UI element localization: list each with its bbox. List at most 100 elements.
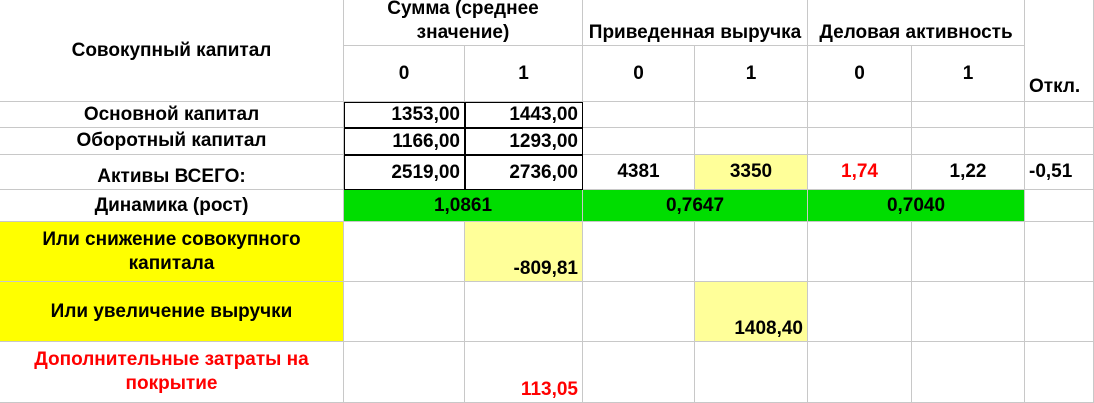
growth-cell-text: 0,7647 — [665, 194, 725, 216]
value-cell: 3350 — [695, 155, 808, 190]
sub-header: 0 — [583, 46, 695, 102]
value-cell-text: 1353,00 — [391, 104, 460, 125]
value-cell: 113,05 — [465, 342, 583, 403]
row-label-text: Дополнительные затраты на покрытие — [34, 349, 309, 394]
growth-cell-text: 0,7040 — [886, 194, 946, 216]
value-cell-text: -0,51 — [1029, 161, 1073, 182]
empty-cell — [583, 102, 695, 128]
empty-cell — [808, 222, 912, 282]
sub-header: 1 — [912, 46, 1025, 102]
group-header: Деловая активность — [808, 0, 1025, 46]
empty-cell — [583, 222, 695, 282]
group-header-text: Деловая активность — [819, 22, 1013, 43]
value-cell-text: 1,22 — [949, 161, 987, 182]
empty-cell — [583, 342, 695, 403]
value-cell: 1408,40 — [695, 282, 808, 342]
value-cell-text: 4381 — [617, 161, 660, 182]
growth-cell: 0,7040 — [808, 190, 1025, 222]
sub-header-text: 0 — [633, 62, 644, 84]
value-cell: 1,74 — [808, 155, 912, 190]
extra-header-text: Откл. — [1029, 76, 1081, 97]
empty-cell — [912, 102, 1025, 128]
value-cell: 1443,00 — [465, 102, 583, 128]
growth-cell: 1,0861 — [344, 190, 583, 222]
header-title: Совокупный капитал — [0, 0, 344, 102]
sub-header: 0 — [808, 46, 912, 102]
header-title-text: Совокупный капитал — [71, 39, 272, 61]
sub-header-text: 1 — [745, 62, 757, 84]
empty-cell — [808, 128, 912, 155]
empty-cell — [1025, 282, 1094, 342]
value-cell-text: 1,74 — [841, 161, 878, 182]
group-header: Сумма (среднее значение) — [344, 0, 583, 46]
empty-cell — [912, 342, 1025, 403]
sub-header: 1 — [695, 46, 808, 102]
growth-cell: 0,7647 — [583, 190, 808, 222]
value-cell-text: 2519,00 — [391, 161, 460, 183]
value-cell-text: 1408,40 — [734, 318, 803, 339]
row-label-text: Оборотный капитал — [76, 130, 267, 151]
empty-cell — [695, 102, 808, 128]
row-label: Или увеличение выручки — [0, 282, 344, 342]
value-cell: -0,51 — [1025, 155, 1094, 190]
value-cell: 2519,00 — [344, 155, 465, 190]
row-label: Или снижение совокупного капитала — [0, 222, 344, 282]
sub-header-text: 1 — [518, 62, 529, 84]
group-header-text: Приведенная выручка — [588, 22, 802, 43]
value-cell: 2736,00 — [465, 155, 583, 190]
value-cell: 1,22 — [912, 155, 1025, 190]
empty-cell — [912, 128, 1025, 155]
row-label: Активы ВСЕГО: — [0, 155, 344, 190]
group-header-text: Сумма (среднее значение) — [387, 0, 539, 43]
empty-cell — [1025, 222, 1094, 282]
empty-cell — [583, 128, 695, 155]
row-label-text: Динамика (рост) — [94, 194, 249, 216]
group-header: Приведенная выручка — [583, 0, 808, 46]
value-cell-text: 1166,00 — [392, 130, 460, 152]
value-cell-text: 3350 — [729, 161, 773, 182]
value-cell: 4381 — [583, 155, 695, 190]
sub-header: 0 — [344, 46, 465, 102]
value-cell: 1293,00 — [465, 128, 583, 155]
empty-cell — [695, 222, 808, 282]
row-label: Динамика (рост) — [0, 190, 344, 222]
row-label-text: Или увеличение выручки — [50, 300, 293, 322]
sub-header-text: 1 — [962, 62, 974, 84]
empty-cell — [583, 282, 695, 342]
empty-cell — [465, 282, 583, 342]
empty-cell — [344, 222, 465, 282]
extra-header: Откл. — [1025, 0, 1094, 102]
empty-cell — [1025, 342, 1094, 403]
value-cell-text: 1293,00 — [509, 130, 578, 152]
empty-cell — [695, 342, 808, 403]
value-cell-text: -809,81 — [513, 258, 578, 279]
empty-cell — [808, 282, 912, 342]
row-label-text: Активы ВСЕГО: — [97, 166, 246, 187]
empty-cell — [1025, 190, 1094, 222]
sub-header-text: 0 — [854, 62, 865, 84]
empty-cell — [808, 342, 912, 403]
growth-cell-text: 1,0861 — [433, 194, 493, 216]
sub-header-text: 0 — [398, 62, 410, 84]
empty-cell — [344, 282, 465, 342]
value-cell: -809,81 — [465, 222, 583, 282]
empty-cell — [1025, 128, 1094, 155]
sub-header: 1 — [465, 46, 583, 102]
empty-cell — [808, 102, 912, 128]
empty-cell — [344, 342, 465, 403]
row-label-text: Или снижение совокупного капитала — [42, 228, 301, 274]
empty-cell — [912, 282, 1025, 342]
row-label: Дополнительные затраты на покрытие — [0, 342, 344, 403]
empty-cell — [1025, 102, 1094, 128]
empty-cell — [912, 222, 1025, 282]
value-cell: 1353,00 — [344, 102, 465, 128]
value-cell-text: 1443,00 — [509, 104, 578, 125]
row-label: Основной капитал — [0, 102, 344, 128]
row-label: Оборотный капитал — [0, 128, 344, 155]
row-label-text: Основной капитал — [83, 103, 260, 125]
value-cell: 1166,00 — [344, 128, 465, 155]
value-cell-text: 113,05 — [520, 379, 578, 400]
value-cell-text: 2736,00 — [509, 161, 578, 183]
empty-cell — [695, 128, 808, 155]
